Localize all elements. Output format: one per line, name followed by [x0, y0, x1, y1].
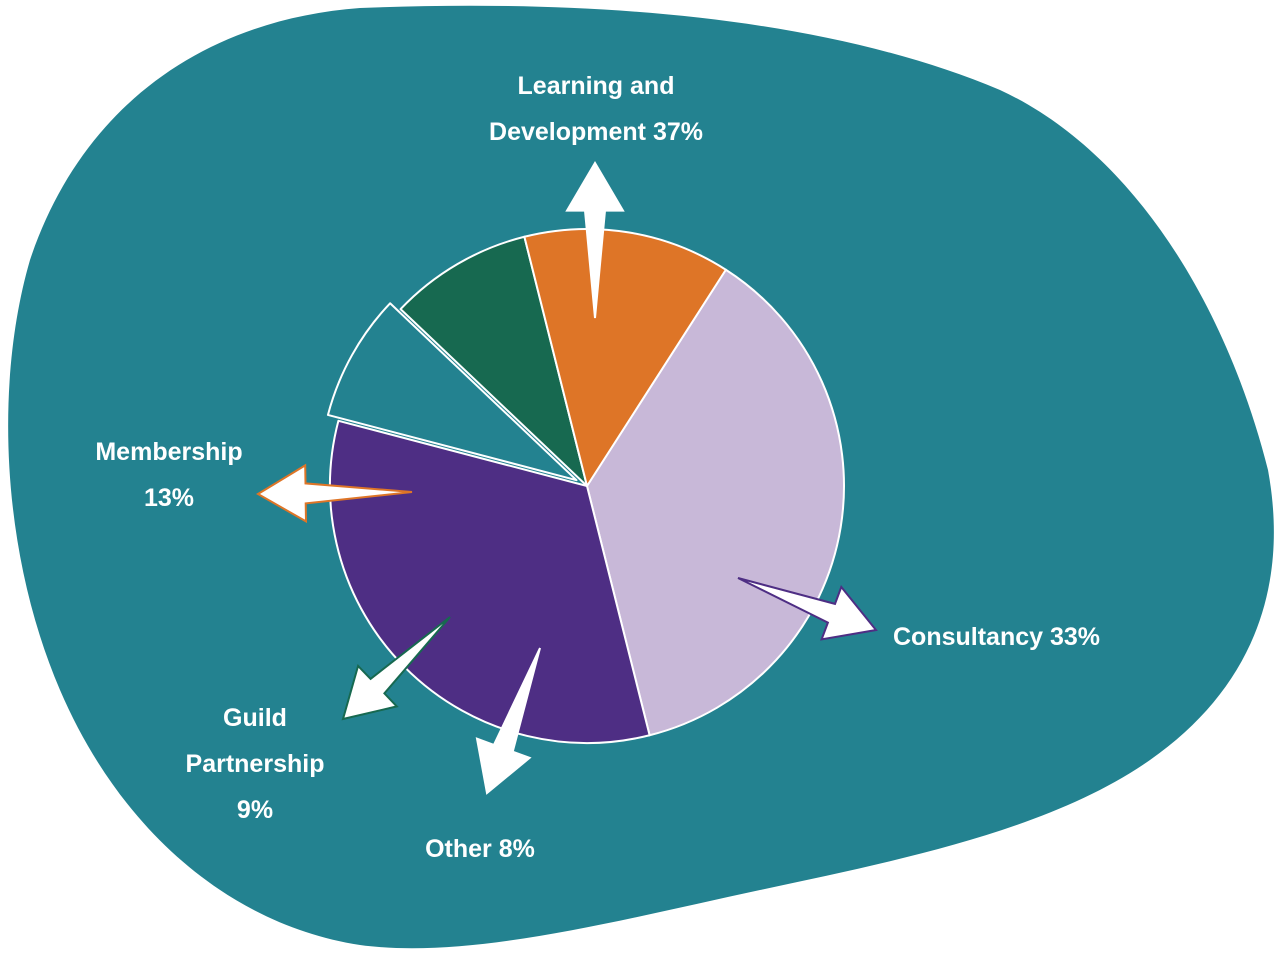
slice-label-line: 9%	[237, 796, 273, 824]
callout-arrow-membership	[256, 463, 413, 524]
callout-arrow-guild-partnership	[341, 616, 451, 721]
slice-label-consultancy: Consultancy 33%	[893, 623, 1100, 651]
slice-label-learning-and-development: Learning and Development 37%	[489, 72, 703, 146]
pie-slice-membership	[523, 228, 727, 487]
slice-label-line: 13%	[144, 484, 194, 512]
slice-label-other: Other 8%	[425, 835, 535, 863]
slice-label-line: Membership	[95, 438, 242, 466]
slice-label-line: Partnership	[186, 750, 325, 778]
slice-label-line: Other 8%	[425, 835, 535, 863]
callout-arrows	[256, 161, 878, 795]
slice-label-line: Guild	[223, 704, 287, 732]
callout-arrow-consultancy	[737, 577, 878, 641]
slice-label-line: Consultancy 33%	[893, 623, 1100, 651]
slice-label-guild-partnership: Guild Partnership 9%	[186, 704, 325, 824]
slice-label-line: Learning and	[518, 72, 675, 100]
callout-arrow-other	[475, 647, 541, 795]
slice-labels: Learning and Development 37% Consultancy 3…	[95, 72, 1100, 863]
pie-slice-guild-partnership	[399, 235, 588, 487]
pie-slice-other	[326, 302, 578, 482]
slice-label-line: Development 37%	[489, 118, 703, 146]
callout-arrow-learning-and-development	[565, 161, 625, 319]
slice-label-membership: Membership 13%	[95, 438, 242, 512]
